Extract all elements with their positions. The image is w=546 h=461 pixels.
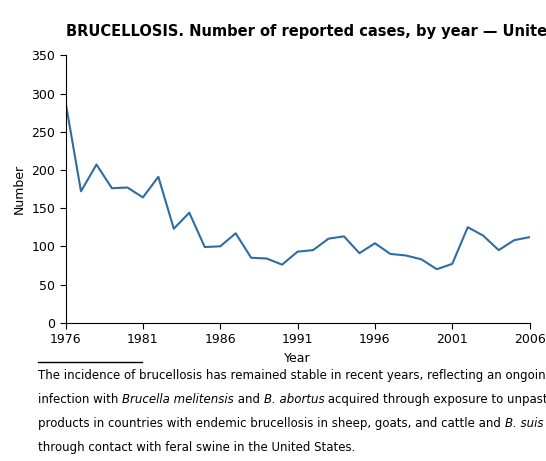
Text: and: and — [234, 393, 264, 406]
Text: The incidence of brucellosis has remained stable in recent years, reflecting an : The incidence of brucellosis has remaine… — [38, 369, 546, 382]
Text: through contact with feral swine in the United States.: through contact with feral swine in the … — [38, 441, 355, 454]
Text: BRUCELLOSIS. Number of reported cases, by year — United States, 1976–2006: BRUCELLOSIS. Number of reported cases, b… — [66, 24, 546, 39]
Text: Brucella melitensis: Brucella melitensis — [122, 393, 234, 406]
X-axis label: Year: Year — [284, 352, 311, 365]
Text: products in countries with endemic brucellosis in sheep, goats, and cattle and: products in countries with endemic bruce… — [38, 417, 505, 430]
Text: acquired through exposure to unpasteurized milk: acquired through exposure to unpasteuriz… — [324, 393, 546, 406]
Text: B. abortus: B. abortus — [264, 393, 324, 406]
Text: infection with: infection with — [38, 393, 122, 406]
Text: B. suis: B. suis — [505, 417, 543, 430]
Y-axis label: Number: Number — [13, 164, 26, 214]
Text: acquired: acquired — [543, 417, 546, 430]
